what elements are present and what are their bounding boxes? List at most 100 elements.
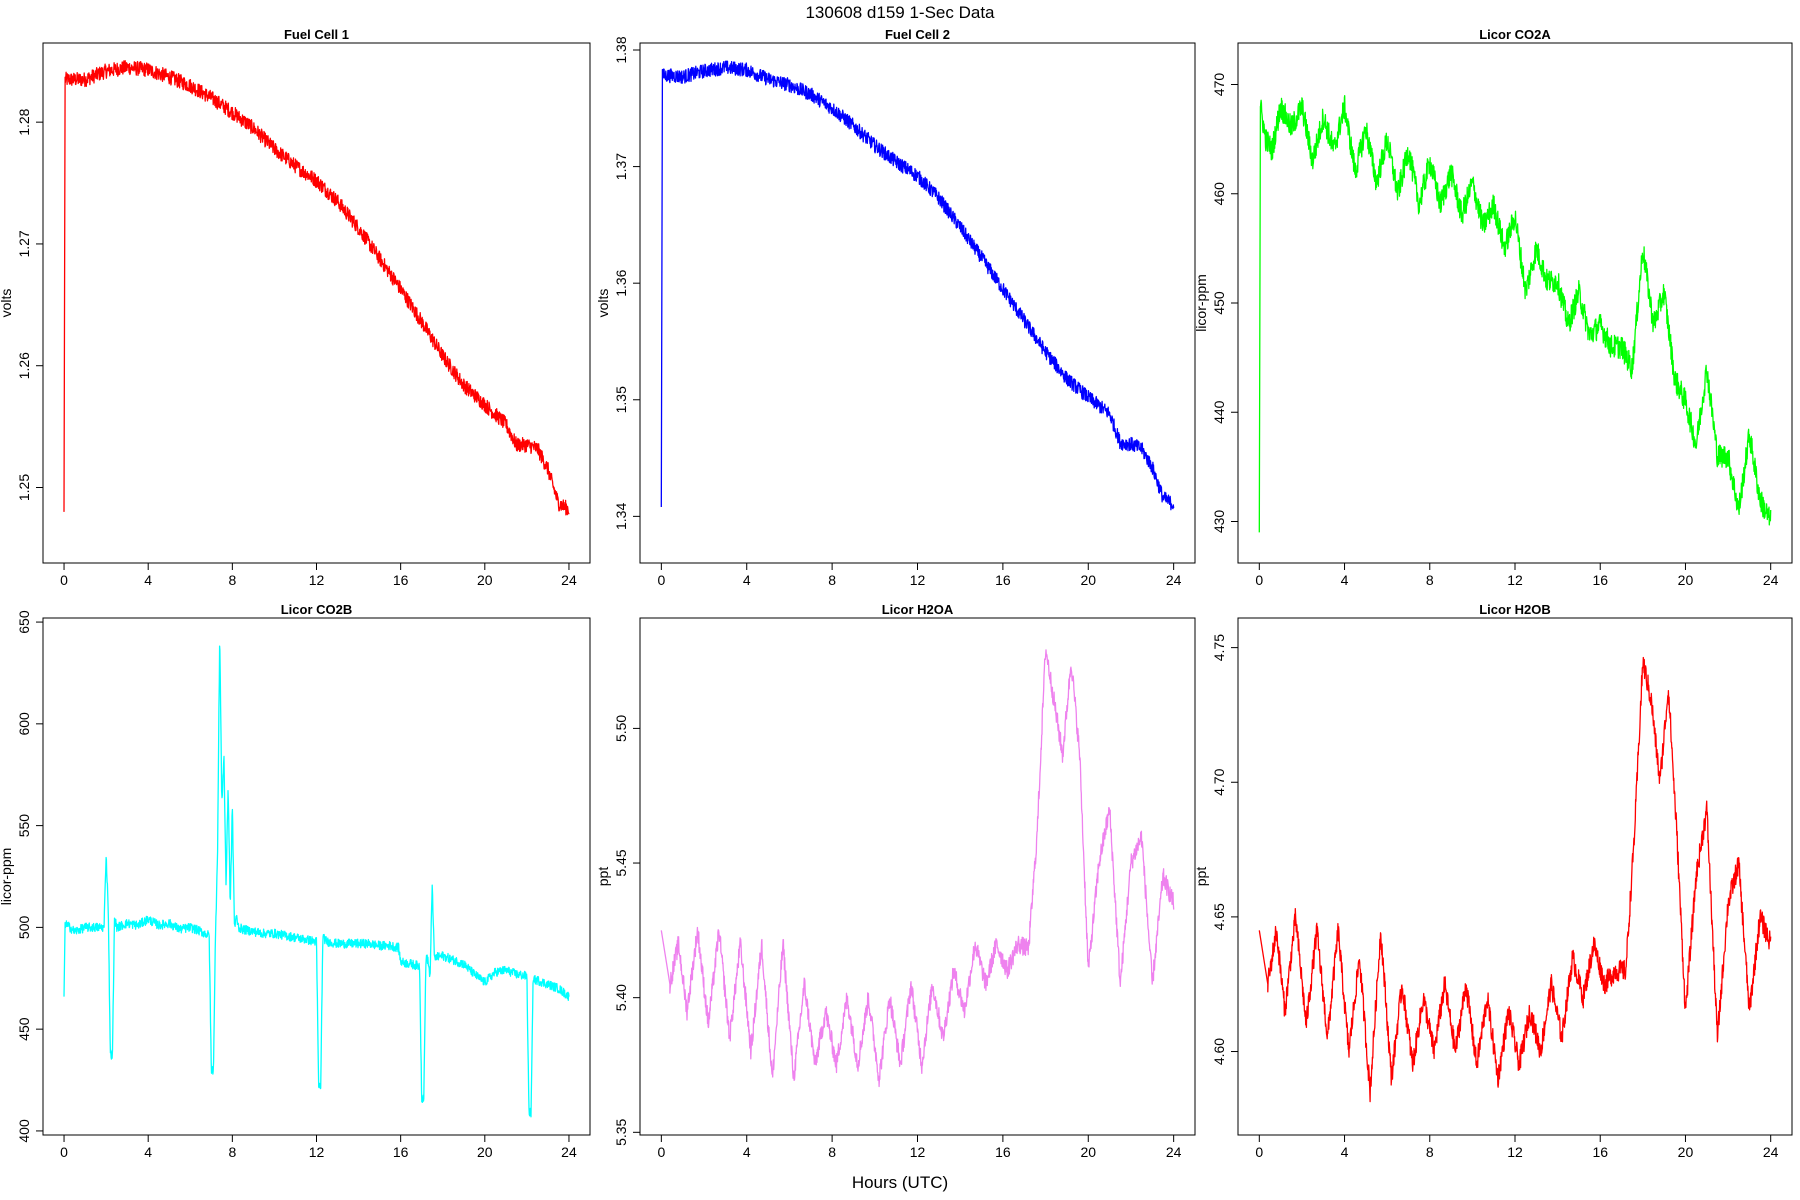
panel-title: Fuel Cell 1 xyxy=(284,27,349,42)
panel-title: Licor H2OB xyxy=(1479,602,1551,617)
y-tick-label: 4.65 xyxy=(1211,903,1227,930)
y-tick-label: 470 xyxy=(1211,73,1227,97)
x-tick-label: 24 xyxy=(561,1144,577,1160)
plot-frame xyxy=(1237,42,1793,564)
x-tick-label: 8 xyxy=(828,1144,836,1160)
series-line xyxy=(1258,95,1772,533)
panel-6: Licor H2OB 0 4 8 12 16 20 24 4.60 4.65 4.70 4.75 ppt xyxy=(1193,602,1793,1160)
panel-5: Licor H2OA 0 4 8 12 16 20 24 5.35 5.40 5.45 5.50 ppt xyxy=(595,602,1196,1160)
y-axis-label: licor-ppm xyxy=(1193,274,1209,332)
x-tick-label: 12 xyxy=(910,1144,926,1160)
x-tick-label: 4 xyxy=(144,572,152,588)
y-tick-label: 1.35 xyxy=(613,386,629,413)
x-tick-label: 0 xyxy=(60,1144,68,1160)
y-tick-label: 460 xyxy=(1211,182,1227,206)
x-tick-label: 20 xyxy=(477,1144,493,1160)
y-axis-label: volts xyxy=(595,289,611,318)
x-tick-label: 20 xyxy=(1080,1144,1096,1160)
y-tick-label: 430 xyxy=(1211,510,1227,534)
series-line xyxy=(63,60,570,516)
y-tick-label: 5.35 xyxy=(613,1118,629,1145)
x-tick-label: 16 xyxy=(393,572,409,588)
panel-2: Fuel Cell 2 0 4 8 12 16 20 24 1.34 1.35 1.36 1.37 1.… xyxy=(595,27,1196,588)
y-tick-label: 1.37 xyxy=(613,153,629,180)
x-tick-label: 12 xyxy=(309,1144,325,1160)
panel-title: Licor CO2A xyxy=(1479,27,1551,42)
x-tick-label: 24 xyxy=(1763,572,1779,588)
x-tick-label: 0 xyxy=(657,1144,665,1160)
series-line xyxy=(1258,656,1772,1103)
x-tick-label: 16 xyxy=(995,1144,1011,1160)
panel-1: Fuel Cell 1 0 4 8 12 16 20 24 1.25 1.26 1.27 1.28 vo… xyxy=(0,27,591,588)
panel-3: Licor CO2A 0 4 8 12 16 20 24 430 440 450 460 470 lico… xyxy=(1193,27,1793,588)
y-tick-label: 450 xyxy=(16,1017,32,1041)
y-tick-label: 500 xyxy=(16,915,32,939)
x-tick-label: 16 xyxy=(1592,572,1608,588)
y-tick-label: 5.45 xyxy=(613,849,629,876)
y-axis-label: licor-ppm xyxy=(0,848,14,906)
x-tick-label: 12 xyxy=(309,572,325,588)
panel-4: Licor CO2B 0 4 8 12 16 20 24 400 450 500 550 600 650 l… xyxy=(0,602,591,1160)
shared-x-axis-label: Hours (UTC) xyxy=(852,1173,948,1192)
x-tick-label: 16 xyxy=(393,1144,409,1160)
panel-title: Licor CO2B xyxy=(281,602,353,617)
x-tick-label: 24 xyxy=(1166,572,1182,588)
y-tick-label: 1.27 xyxy=(16,230,32,257)
series-line xyxy=(63,645,570,1118)
x-tick-label: 4 xyxy=(743,572,751,588)
y-tick-label: 5.50 xyxy=(613,715,629,742)
y-tick-label: 4.70 xyxy=(1211,768,1227,795)
plot-frame xyxy=(639,617,1196,1136)
x-tick-label: 0 xyxy=(657,572,665,588)
series-line xyxy=(660,649,1175,1088)
plot-frame xyxy=(1237,617,1793,1136)
y-tick-label: 1.26 xyxy=(16,352,32,379)
y-tick-label: 400 xyxy=(16,1119,32,1143)
y-axis-label: ppt xyxy=(1193,867,1209,887)
x-tick-label: 24 xyxy=(1763,1144,1779,1160)
y-tick-label: 1.25 xyxy=(16,474,32,501)
x-tick-label: 0 xyxy=(1255,1144,1263,1160)
x-tick-label: 24 xyxy=(1166,1144,1182,1160)
x-tick-label: 8 xyxy=(1426,572,1434,588)
x-tick-label: 16 xyxy=(995,572,1011,588)
page-title: 130608 d159 1-Sec Data xyxy=(805,3,995,22)
y-tick-label: 440 xyxy=(1211,400,1227,424)
y-tick-label: 1.28 xyxy=(16,108,32,135)
x-tick-label: 8 xyxy=(228,572,236,588)
x-tick-label: 8 xyxy=(1426,1144,1434,1160)
y-tick-label: 5.40 xyxy=(613,984,629,1011)
x-tick-label: 4 xyxy=(743,1144,751,1160)
panels-group: Fuel Cell 1 0 4 8 12 16 20 24 1.25 1.26 1.27 1.28 vo… xyxy=(0,27,1793,1160)
y-tick-label: 4.60 xyxy=(1211,1038,1227,1065)
x-tick-label: 20 xyxy=(1678,572,1694,588)
y-tick-label: 450 xyxy=(1211,291,1227,315)
y-axis-label: ppt xyxy=(595,867,611,887)
x-tick-label: 20 xyxy=(1678,1144,1694,1160)
x-tick-label: 24 xyxy=(561,572,577,588)
y-tick-label: 1.38 xyxy=(613,36,629,63)
y-tick-label: 650 xyxy=(16,610,32,634)
x-tick-label: 0 xyxy=(1255,572,1263,588)
panel-title: Fuel Cell 2 xyxy=(885,27,950,42)
y-tick-label: 1.34 xyxy=(613,503,629,530)
x-tick-label: 4 xyxy=(1341,572,1349,588)
y-tick-label: 550 xyxy=(16,814,32,838)
x-tick-label: 4 xyxy=(144,1144,152,1160)
x-tick-label: 8 xyxy=(228,1144,236,1160)
x-tick-label: 8 xyxy=(828,572,836,588)
plot-frame xyxy=(42,42,591,564)
y-tick-label: 600 xyxy=(16,712,32,736)
x-tick-label: 0 xyxy=(60,572,68,588)
x-tick-label: 20 xyxy=(1080,572,1096,588)
x-tick-label: 12 xyxy=(1507,572,1523,588)
series-line xyxy=(660,60,1175,511)
plot-frame xyxy=(42,617,591,1136)
y-tick-label: 1.36 xyxy=(613,269,629,296)
y-axis-label: volts xyxy=(0,289,14,318)
x-tick-label: 12 xyxy=(910,572,926,588)
plot-frame xyxy=(639,42,1196,564)
y-tick-label: 4.75 xyxy=(1211,634,1227,661)
x-tick-label: 20 xyxy=(477,572,493,588)
